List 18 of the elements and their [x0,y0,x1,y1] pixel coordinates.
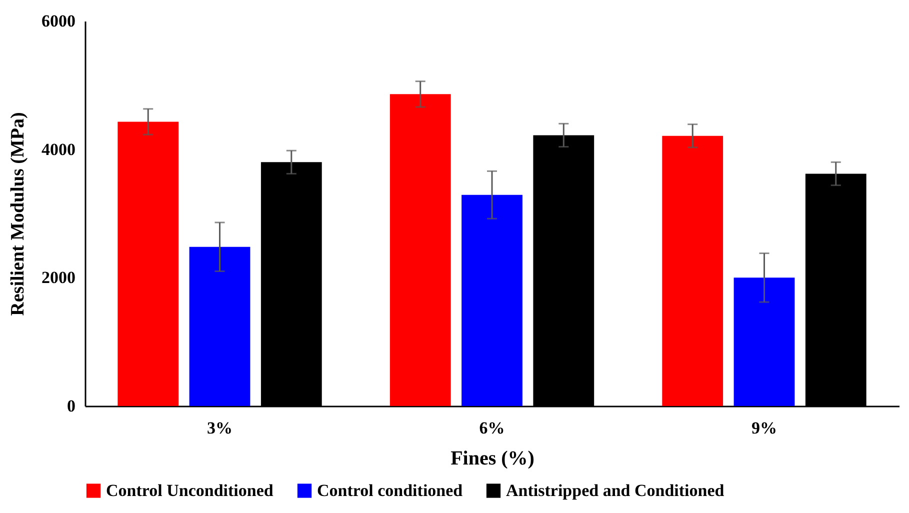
legend-label: Antistripped and Conditioned [506,480,725,500]
y-tick-label: 2000 [42,268,76,288]
bar [390,94,451,406]
x-tick-label: 9% [751,418,777,438]
bar [189,246,250,406]
y-tick-label: 6000 [42,12,76,30]
bar [118,122,179,406]
y-tick-label: 0 [67,396,76,416]
bar [734,278,795,406]
bar [662,136,724,406]
bar [462,194,522,406]
legend-label: Control conditioned [317,480,464,500]
x-tick-label: 3% [207,418,233,438]
x-tick-label: 6% [479,418,505,438]
y-axis-title: Resilient Modulus (MPa) [8,112,28,316]
x-axis-title: Fines (%) [450,448,534,470]
y-tick-label: 4000 [42,140,76,159]
legend-label: Control Unconditioned [106,480,274,500]
